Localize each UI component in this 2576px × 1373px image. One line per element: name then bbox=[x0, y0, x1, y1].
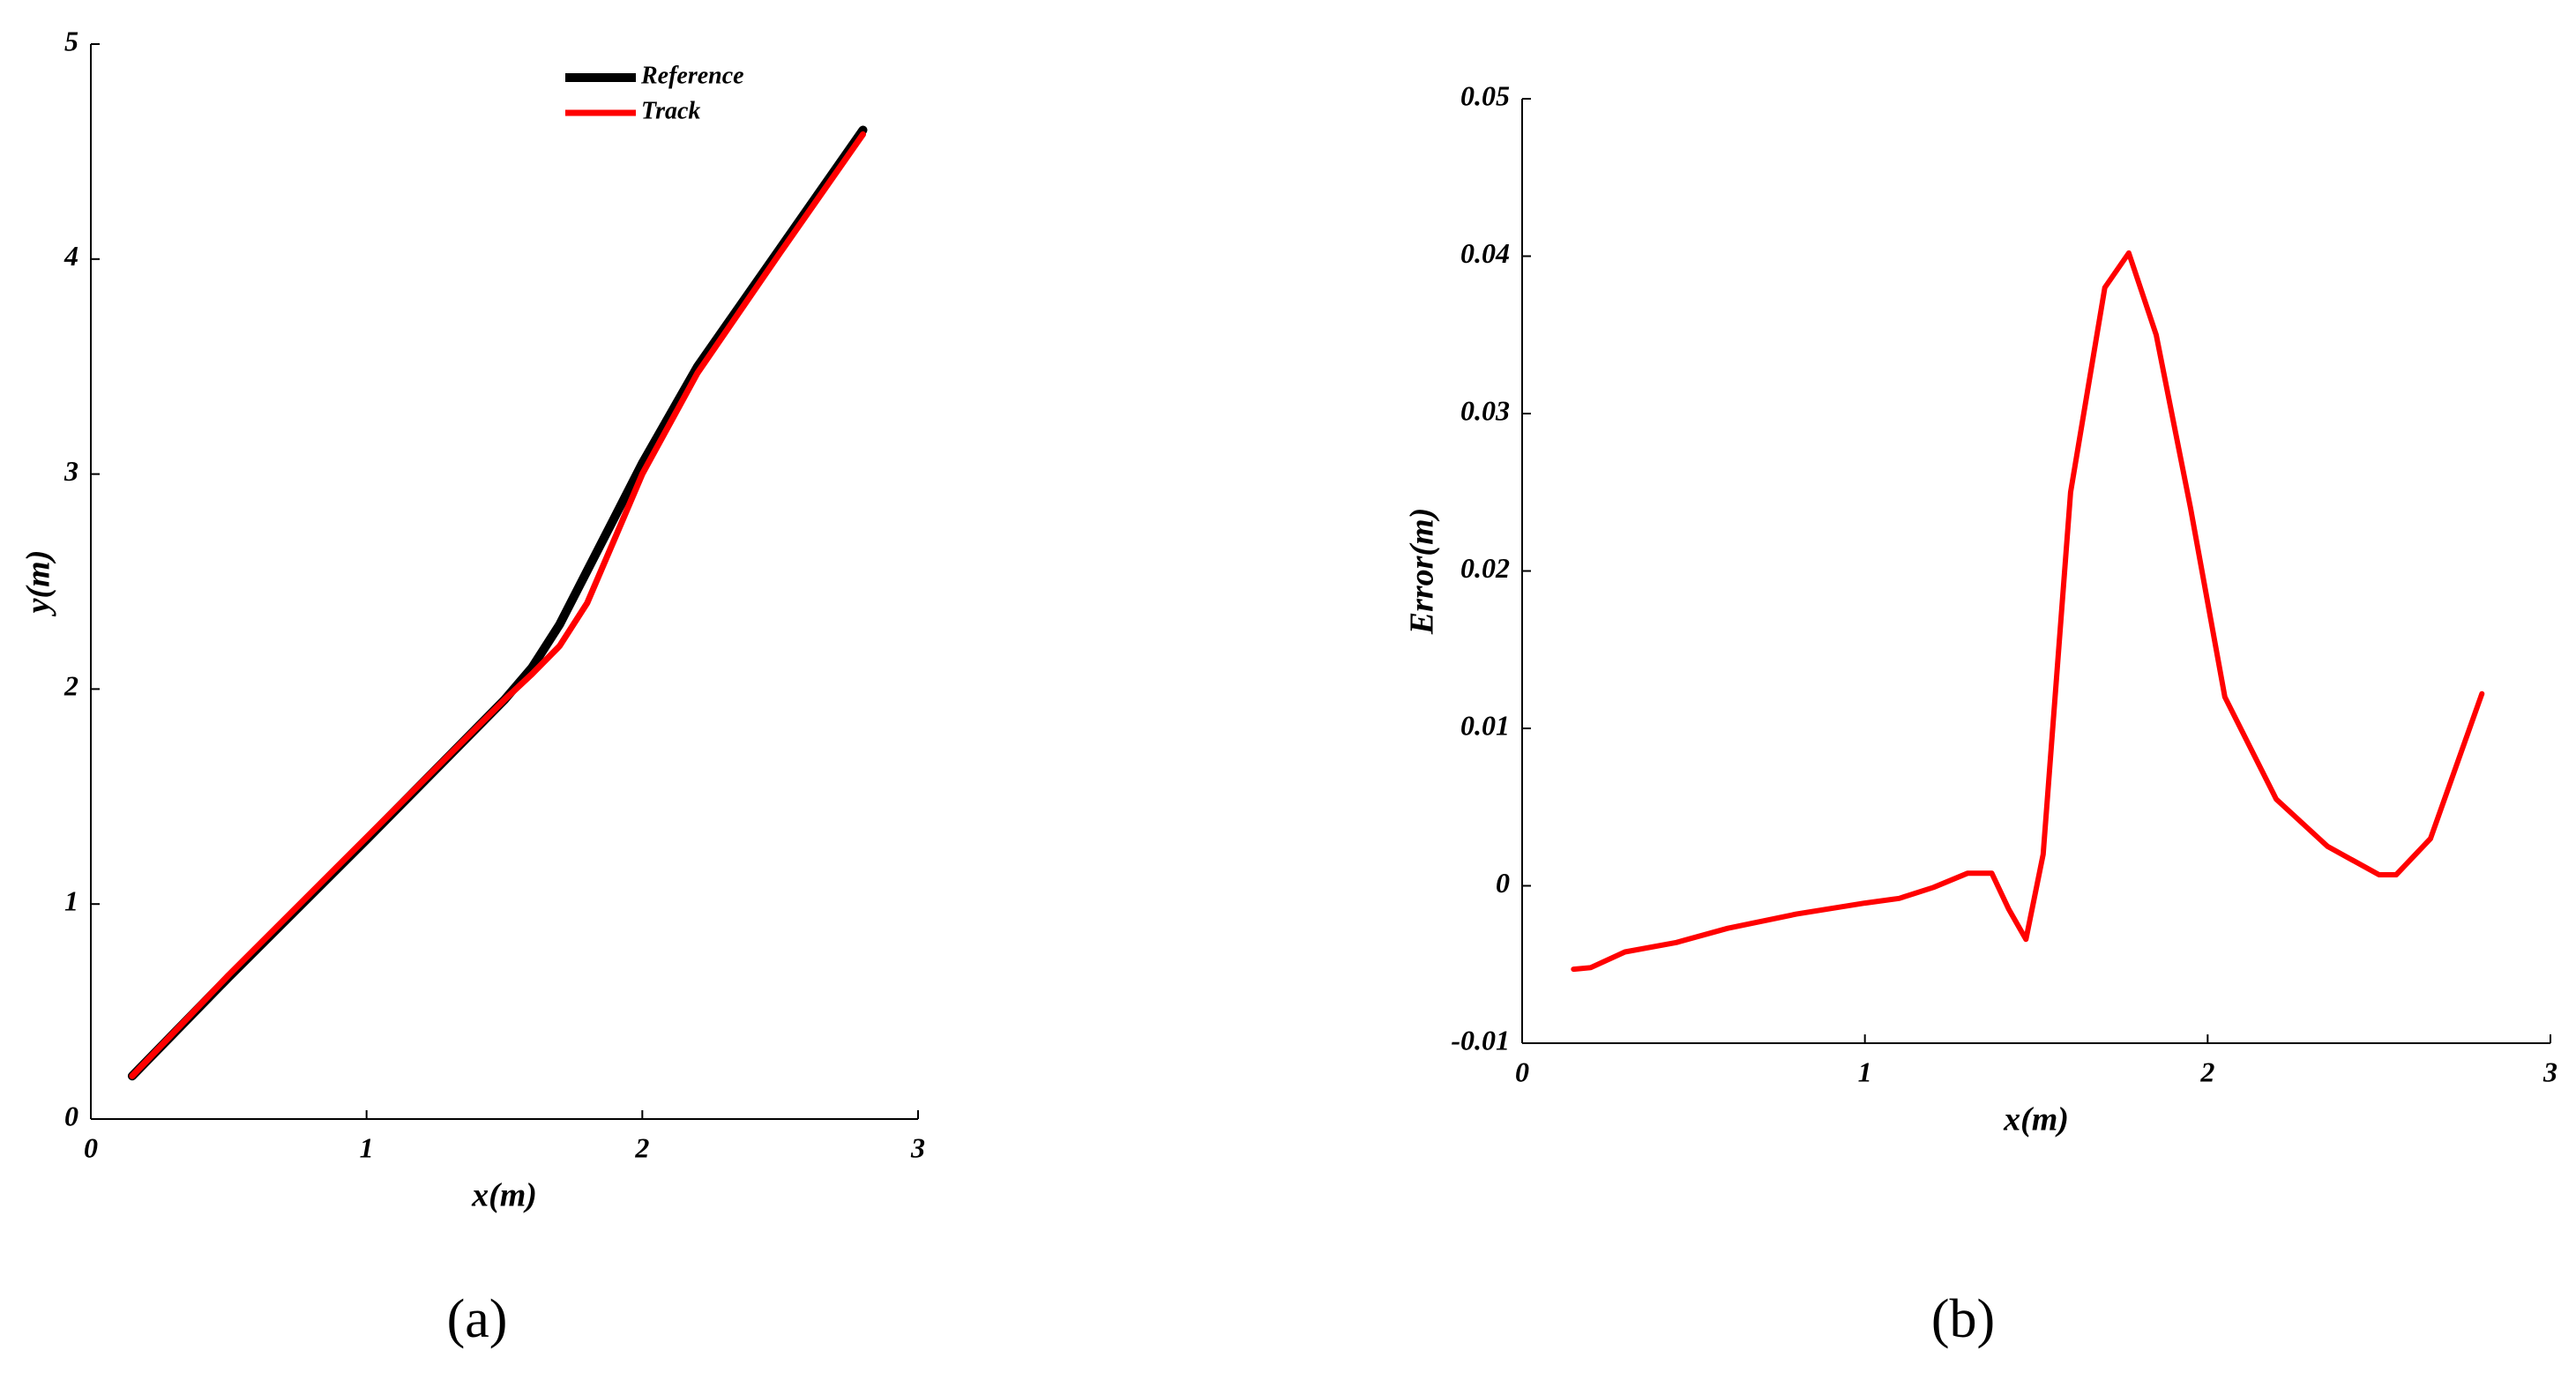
y-tick-label: 0 bbox=[64, 1100, 78, 1131]
series-line bbox=[129, 131, 866, 1079]
legend-label: Reference bbox=[640, 62, 744, 89]
y-axis-label: Error(m) bbox=[1404, 508, 1441, 636]
y-tick-label: 0 bbox=[1496, 867, 1510, 899]
y-tick-label: 4 bbox=[63, 240, 78, 272]
caption: (b) bbox=[1931, 1289, 1995, 1349]
y-tick-label: 1 bbox=[64, 885, 78, 917]
y-tick-label: 0.04 bbox=[1460, 237, 1510, 269]
y-tick-label: 0.03 bbox=[1460, 394, 1510, 426]
caption: (a) bbox=[447, 1289, 508, 1349]
y-tick-label: 0.05 bbox=[1460, 79, 1510, 111]
x-tick-label: 0 bbox=[84, 1131, 98, 1163]
y-tick-label: 0.01 bbox=[1460, 709, 1510, 741]
x-tick-label: 2 bbox=[2199, 1056, 2214, 1087]
y-tick-label: 0.02 bbox=[1460, 552, 1510, 584]
x-axis-label: x(m) bbox=[2003, 1101, 2069, 1138]
series-line bbox=[127, 125, 868, 1081]
y-tick-label: 2 bbox=[63, 670, 78, 702]
series-line bbox=[1571, 250, 2485, 973]
x-tick-label: 2 bbox=[634, 1131, 649, 1163]
x-tick-label: 1 bbox=[360, 1131, 374, 1163]
y-tick-label: -0.01 bbox=[1451, 1024, 1510, 1056]
x-tick-label: 1 bbox=[1858, 1056, 1872, 1087]
y-tick-label: 3 bbox=[63, 455, 78, 487]
y-tick-label: 5 bbox=[64, 25, 78, 56]
y-axis-label: y(m) bbox=[20, 550, 57, 617]
x-tick-label: 0 bbox=[1515, 1056, 1529, 1087]
legend-label: Track bbox=[641, 97, 700, 124]
x-axis-label: x(m) bbox=[471, 1177, 537, 1214]
x-tick-label: 3 bbox=[2542, 1056, 2557, 1087]
x-tick-label: 3 bbox=[910, 1131, 925, 1163]
